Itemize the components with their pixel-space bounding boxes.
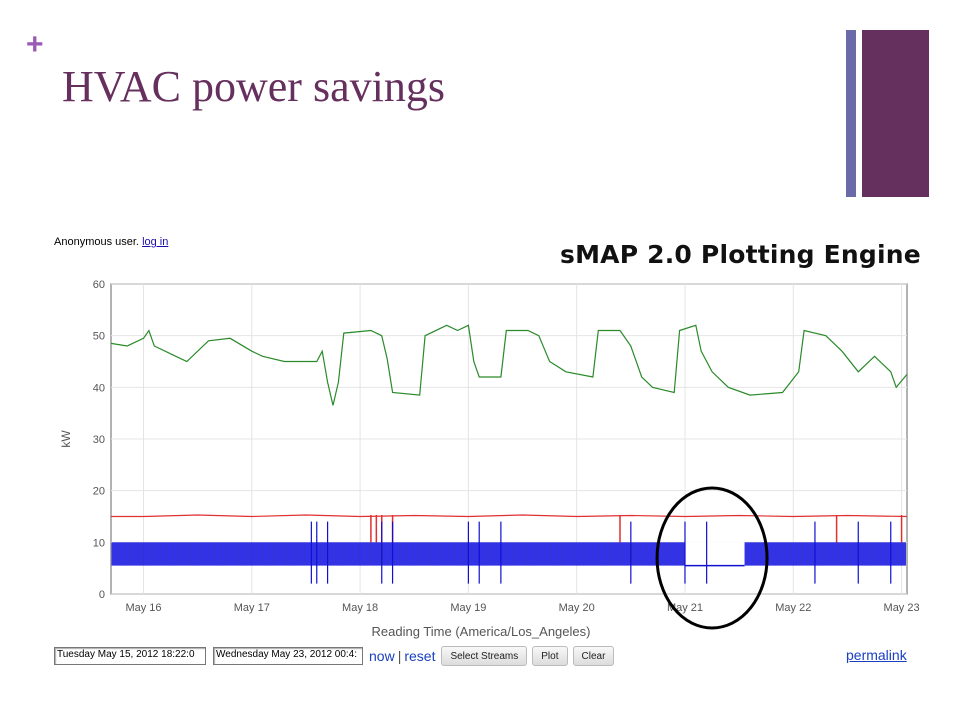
x-tick-label: May 22: [775, 602, 811, 614]
y-tick-label: 10: [93, 537, 105, 549]
annotation-ellipse: [655, 486, 769, 630]
user-status: Anonymous user. log in: [54, 236, 168, 248]
x-tick-label: May 17: [234, 602, 270, 614]
y-tick-label: 40: [93, 382, 105, 394]
y-tick-label: 0: [99, 589, 105, 601]
x-tick-label: May 23: [884, 602, 920, 614]
start-time-input[interactable]: Tuesday May 15, 2012 18:22:0: [54, 647, 206, 665]
series-blue-spikes: [310, 521, 892, 584]
y-axis-label: kW: [59, 430, 73, 448]
x-tick-label: May 20: [559, 602, 595, 614]
clear-button[interactable]: Clear: [572, 646, 615, 666]
permalink-link[interactable]: permalink: [846, 647, 907, 663]
x-tick-label: May 19: [450, 602, 486, 614]
series-green-line: [110, 324, 908, 406]
user-status-text: Anonymous user.: [54, 236, 139, 248]
select-streams-button[interactable]: Select Streams: [441, 646, 528, 666]
decorative-bar-thin: [846, 30, 856, 197]
series-blue-gap: [684, 541, 745, 567]
y-tick-label: 60: [93, 279, 105, 291]
series-red-line: [111, 514, 908, 518]
y-tick-label: 20: [93, 486, 105, 498]
end-time-input[interactable]: Wednesday May 23, 2012 00:4:: [213, 647, 363, 665]
slide-bullet: +: [26, 28, 44, 61]
x-axis-label: Reading Time (America/Los_Angeles): [372, 624, 591, 639]
slide-title: HVAC power savings: [62, 62, 445, 111]
link-separator: |: [397, 648, 402, 664]
login-link[interactable]: log in: [142, 236, 169, 248]
y-tick-label: 30: [93, 434, 105, 446]
x-tick-label: May 16: [125, 602, 161, 614]
x-tick-label: May 18: [342, 602, 378, 614]
time-controls: Tuesday May 15, 2012 18:22:0 Wednesday M…: [54, 646, 615, 666]
engine-title: sMAP 2.0 Plotting Engine: [560, 240, 921, 269]
decorative-bar-thick: [862, 30, 929, 197]
now-link[interactable]: now: [369, 648, 395, 664]
plot-button[interactable]: Plot: [532, 646, 568, 666]
y-tick-label: 50: [93, 331, 105, 343]
reset-link[interactable]: reset: [404, 648, 436, 664]
